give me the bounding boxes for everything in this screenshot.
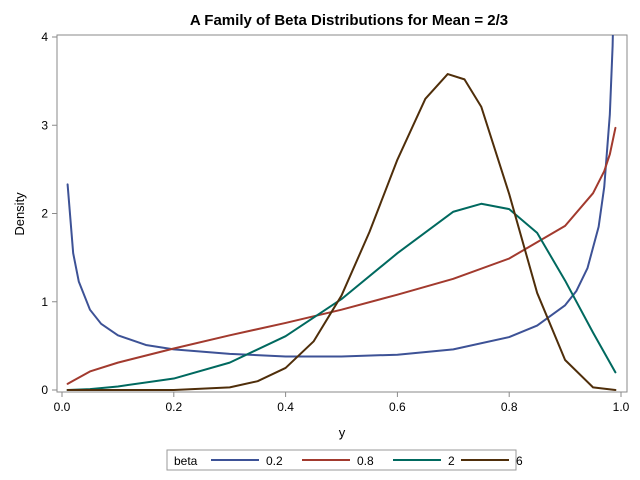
y-tick-label: 3: [41, 118, 48, 132]
x-tick-label: 0.6: [389, 400, 406, 414]
series-lines: [66, 35, 617, 391]
x-tick-label: 0.4: [277, 400, 294, 414]
chart-title: A Family of Beta Distributions for Mean …: [190, 12, 508, 29]
series-line-beta-6: [66, 73, 617, 391]
legend-label: 0.2: [266, 454, 283, 468]
x-tick-label: 0.2: [165, 400, 182, 414]
legend: beta 0.2 0.8 2 6: [166, 449, 523, 471]
plot-frame: [56, 34, 628, 393]
legend-items: 0.2 0.8 2 6: [211, 454, 523, 468]
y-tick-label: 0: [41, 383, 48, 397]
legend-title: beta: [174, 454, 198, 468]
legend-label: 0.8: [357, 454, 374, 468]
series-line-beta-0.2: [66, 35, 614, 358]
x-tick-label: 1.0: [613, 400, 630, 414]
y-axis-label: Density: [12, 192, 27, 236]
x-axis-label: y: [339, 425, 346, 440]
y-tick-label: 2: [41, 207, 48, 221]
x-tick-label: 0.8: [501, 400, 518, 414]
series-line-beta-0.8: [66, 126, 617, 385]
x-tick-label: 0.0: [54, 400, 71, 414]
series-line-beta-2: [66, 202, 617, 391]
x-axis: 0.0 0.2 0.4 0.6 0.8 1.0: [54, 392, 630, 414]
y-tick-label: 1: [41, 295, 48, 309]
legend-label: 2: [448, 454, 455, 468]
y-tick-label: 4: [41, 30, 48, 44]
y-axis: 0 1 2 3 4: [41, 30, 57, 397]
legend-label: 6: [516, 454, 523, 468]
